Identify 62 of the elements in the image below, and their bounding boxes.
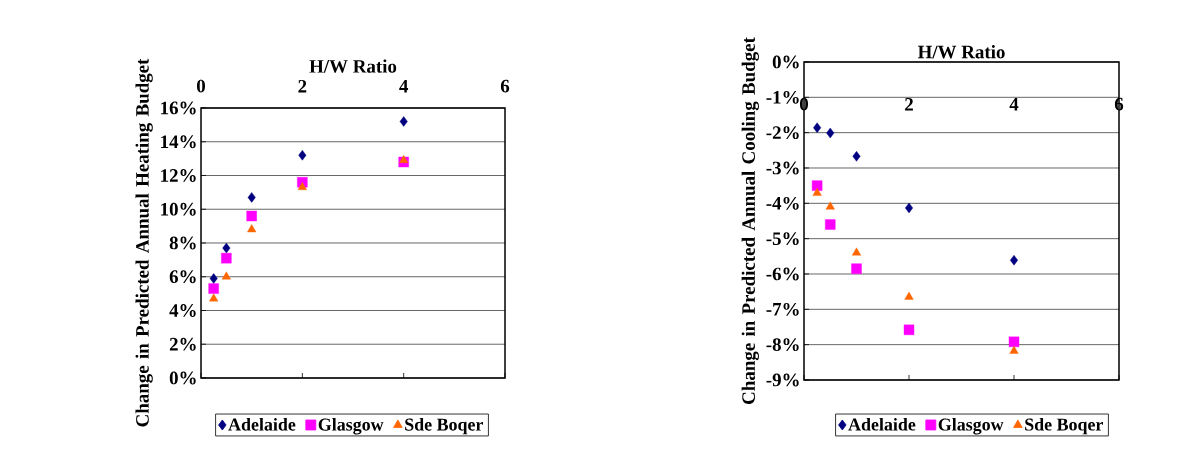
point — [222, 242, 231, 254]
point — [246, 210, 257, 222]
y-tick-label: -7% — [766, 302, 799, 316]
x-axis-title: H/W Ratio — [309, 59, 397, 73]
legend-label: Glasgow — [938, 418, 1004, 435]
y-tick-label: 8% — [169, 236, 196, 250]
x-tick-label: 4 — [1009, 98, 1019, 111]
y-tick-label: -1% — [766, 90, 799, 104]
y-tick-label: -4% — [766, 196, 799, 210]
y-tick-label: 2% — [169, 337, 196, 351]
point — [903, 324, 915, 336]
y-tick-label: 10% — [161, 202, 196, 216]
x-tick-label: 4 — [399, 80, 409, 93]
y-tick-label: -2% — [766, 126, 799, 140]
y-tick-label: -6% — [766, 267, 799, 281]
point — [399, 116, 408, 127]
x-axis-title: H/W Ratio — [917, 45, 1005, 59]
legend-label: Adelaide — [228, 418, 296, 431]
y-axis-title: Change in Predicted Annual Heating Budget — [135, 58, 153, 427]
y-axis-title: Change in Predicted Annual Cooling Budget — [741, 37, 759, 404]
y-tick-label: 4% — [169, 304, 196, 317]
legend-label: Sde Boqer — [405, 418, 484, 435]
point — [904, 291, 914, 300]
point — [1010, 255, 1018, 266]
point — [209, 293, 219, 302]
point — [811, 180, 823, 191]
point — [298, 150, 307, 161]
y-tick-label: 0% — [772, 55, 799, 69]
y-tick-label: -3% — [766, 161, 799, 175]
point — [247, 192, 256, 203]
point — [221, 271, 231, 280]
legend-label: Glasgow — [318, 418, 384, 435]
x-tick-label: 6 — [500, 79, 510, 93]
point — [209, 273, 218, 284]
point — [1008, 336, 1020, 348]
point — [852, 151, 861, 162]
x-tick-label: 2 — [905, 97, 913, 111]
y-tick-label: 14% — [161, 135, 196, 149]
point — [825, 219, 836, 230]
y-tick-label: 6% — [169, 270, 196, 284]
y-tick-label: 0% — [169, 371, 196, 385]
point — [851, 247, 862, 256]
y-tick-label: -9% — [766, 373, 799, 387]
point — [826, 127, 835, 139]
point — [399, 155, 409, 163]
y-tick-label: 16% — [161, 101, 196, 115]
point — [1009, 345, 1019, 354]
point — [208, 283, 219, 294]
point — [813, 122, 822, 133]
point — [851, 263, 862, 274]
point — [812, 187, 822, 196]
x-tick-label: 0 — [197, 79, 206, 93]
y-tick-label: -8% — [766, 338, 799, 352]
point — [825, 201, 835, 210]
legend-label: Sde Boqer — [1025, 418, 1104, 435]
x-tick-label: 2 — [298, 79, 307, 93]
legend-label: Adelaide — [848, 418, 916, 431]
y-tick-label: 12% — [161, 169, 196, 182]
y-tick-label: -5% — [766, 232, 799, 246]
point — [247, 224, 257, 233]
point — [221, 252, 232, 264]
point — [297, 182, 307, 190]
